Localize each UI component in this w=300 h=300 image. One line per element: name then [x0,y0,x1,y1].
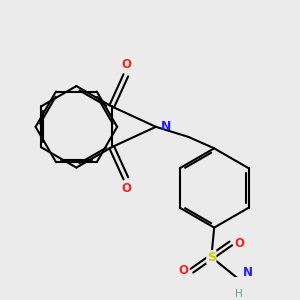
Text: S: S [207,250,216,264]
Text: O: O [178,264,188,277]
Text: O: O [122,182,131,195]
Text: N: N [243,266,253,279]
Text: H: H [235,289,242,299]
Text: O: O [235,237,245,250]
Text: O: O [122,58,131,71]
Text: N: N [160,120,171,133]
